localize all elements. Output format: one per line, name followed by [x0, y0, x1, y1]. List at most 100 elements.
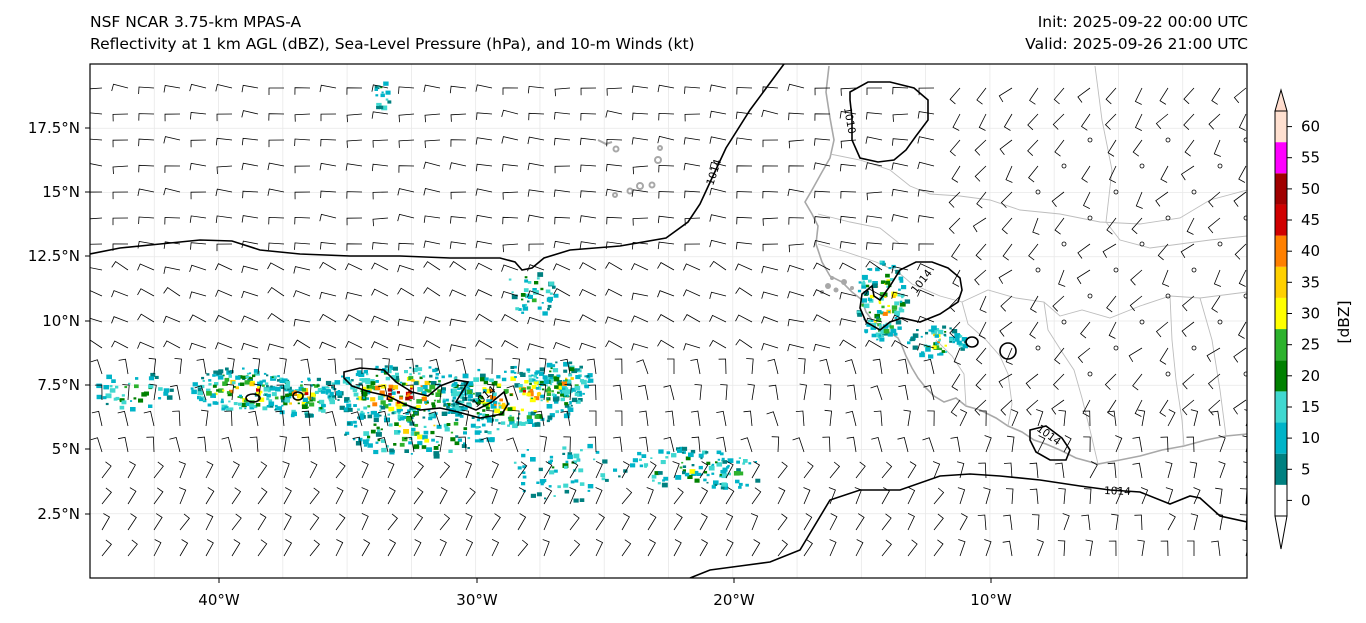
wind-barb: [814, 138, 831, 146]
reflectivity-cell: [495, 418, 499, 422]
wind-barb: [813, 343, 831, 352]
reflectivity-cell: [564, 402, 569, 406]
wind-barb: [179, 513, 190, 531]
reflectivity-cell: [531, 374, 534, 377]
wind-barb: [1238, 113, 1247, 131]
reflectivity-cell: [148, 384, 154, 389]
wind-barb: [631, 241, 649, 250]
reflectivity-cell: [540, 399, 543, 402]
reflectivity-cell: [486, 437, 493, 442]
colorbar-segment: [1275, 297, 1287, 330]
reflectivity-cell: [344, 433, 347, 436]
wind-barb: [683, 137, 701, 145]
wind-barb: [1137, 409, 1146, 427]
reflectivity-cell: [524, 380, 529, 384]
reflectivity-cell: [587, 373, 593, 378]
reflectivity-cell: [662, 479, 665, 482]
reflectivity-cell: [868, 279, 872, 283]
reflectivity-cell: [222, 374, 225, 377]
reflectivity-cell: [381, 105, 388, 111]
reflectivity-cell: [465, 388, 468, 391]
wind-barb: [1234, 243, 1247, 260]
wind-barb: [90, 339, 103, 349]
wind-barb: [974, 399, 987, 416]
reflectivity-cell: [949, 327, 952, 330]
wind-barb: [720, 384, 728, 401]
wind-barb: [1106, 217, 1117, 235]
reflectivity-cell: [350, 385, 356, 390]
reflectivity-cell: [527, 294, 533, 299]
reflectivity-cell: [298, 394, 304, 399]
wind-barb: [517, 513, 527, 531]
reflectivity-cell: [425, 403, 428, 405]
reflectivity-cell: [408, 376, 414, 381]
wind-barb: [1031, 514, 1040, 531]
reflectivity-cell: [130, 407, 136, 412]
wind-barb: [1130, 269, 1143, 286]
wind-barb: [267, 188, 285, 196]
wind-barb: [917, 111, 935, 119]
reflectivity-cell: [264, 382, 269, 386]
reflectivity-cell: [331, 382, 335, 385]
wind-barb: [90, 359, 103, 375]
calm-wind-marker: [1217, 319, 1223, 325]
wind-barb: [1181, 399, 1195, 416]
wind-barb: [927, 410, 935, 427]
reflectivity-cell: [694, 478, 700, 483]
wind-barb: [658, 164, 675, 173]
wind-barb: [579, 342, 597, 350]
reflectivity-cell: [562, 446, 567, 450]
wind-barb: [709, 84, 727, 92]
reflectivity-cell: [448, 449, 453, 453]
reflectivity-cell: [391, 375, 396, 379]
wind-barb: [138, 138, 155, 147]
reflectivity-cell: [547, 415, 553, 420]
reflectivity-cell: [375, 94, 379, 97]
reflectivity-cell: [428, 416, 433, 421]
reflectivity-cell: [356, 370, 362, 375]
wind-barb: [750, 513, 759, 531]
wind-barb: [819, 358, 831, 375]
wind-barb: [766, 411, 779, 427]
reflectivity-cell: [716, 463, 719, 466]
wind-barb: [164, 217, 181, 225]
wind-barb: [595, 461, 603, 479]
reflectivity-cell: [488, 416, 492, 420]
wind-barb: [979, 410, 987, 427]
wind-barb: [892, 113, 909, 122]
reflectivity-cell: [538, 386, 542, 389]
wind-barb: [486, 410, 494, 427]
reflectivity-cell: [417, 367, 423, 372]
reflectivity-cell: [555, 410, 559, 414]
wind-barb: [439, 513, 451, 531]
reflectivity-cell: [353, 392, 359, 397]
colorbar-tick-label: 50: [1301, 180, 1320, 198]
wind-barb: [1208, 191, 1221, 208]
reflectivity-cell: [210, 393, 216, 398]
reflectivity-cell: [352, 388, 357, 393]
reflectivity-cell: [522, 465, 526, 469]
wind-barb: [553, 240, 571, 249]
reflectivity-cell: [684, 472, 690, 477]
model-title: NSF NCAR 3.75-km MPAS-A: [90, 13, 302, 31]
reflectivity-cell: [867, 268, 870, 270]
wind-barb: [345, 163, 363, 171]
reflectivity-cell: [404, 382, 408, 386]
reflectivity-cell: [861, 274, 868, 280]
reflectivity-cell: [410, 385, 414, 389]
wind-barb: [512, 410, 520, 427]
wind-barb: [621, 461, 630, 479]
wind-barb: [579, 314, 597, 323]
wind-barb: [1080, 321, 1091, 339]
reflectivity-cell: [553, 377, 560, 382]
wind-barb: [502, 191, 519, 200]
reflectivity-cell: [249, 405, 255, 410]
reflectivity-cell: [541, 302, 544, 304]
reflectivity-cell: [687, 474, 693, 479]
reflectivity-cell: [868, 311, 871, 314]
reflectivity-cell: [398, 418, 401, 421]
reflectivity-cell: [492, 400, 498, 405]
wind-barb: [1006, 435, 1015, 453]
reflectivity-cell: [491, 380, 498, 386]
wind-barb: [283, 513, 292, 531]
